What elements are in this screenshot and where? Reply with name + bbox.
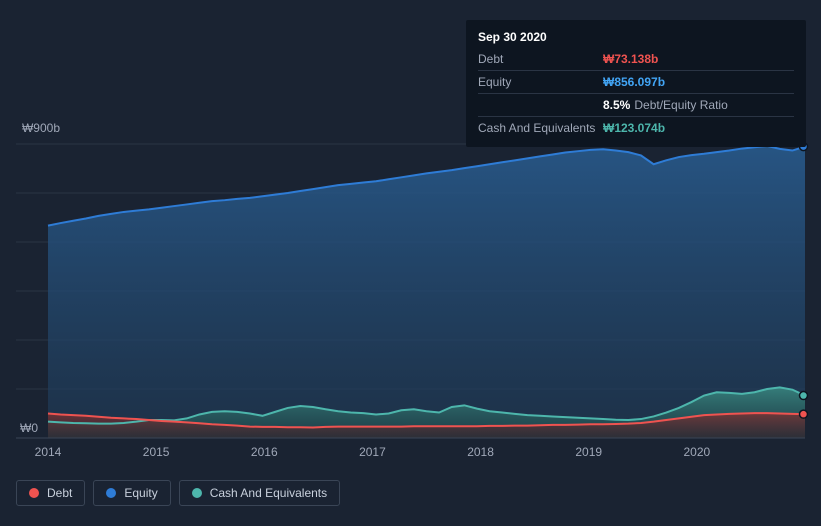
y-tick-min: ₩0 — [0, 421, 38, 435]
x-tick: 2016 — [251, 445, 278, 459]
tooltip-date: Sep 30 2020 — [478, 28, 794, 46]
area-equity — [48, 146, 805, 438]
tooltip-row: 8.5%Debt/Equity Ratio — [478, 93, 794, 116]
marker-cash — [799, 392, 807, 400]
legend-label: Debt — [47, 486, 72, 500]
legend-dot-icon — [29, 488, 39, 498]
tooltip-label: Debt — [478, 50, 603, 68]
x-tick: 2017 — [359, 445, 386, 459]
tooltip-value: 8.5%Debt/Equity Ratio — [603, 96, 728, 114]
x-tick: 2015 — [143, 445, 170, 459]
legend-label: Equity — [124, 486, 157, 500]
x-axis: 2014 2015 2016 2017 2018 2019 2020 — [0, 445, 821, 465]
tooltip-value: ₩856.097b — [603, 73, 665, 91]
tooltip-label: Equity — [478, 73, 603, 91]
legend-dot-icon — [106, 488, 116, 498]
tooltip-row: Equity₩856.097b — [478, 70, 794, 93]
y-tick-max: ₩900b — [0, 121, 60, 135]
tooltip-row: Cash And Equivalents₩123.074b — [478, 116, 794, 139]
x-tick: 2014 — [35, 445, 62, 459]
tooltip-row: Debt₩73.138b — [478, 48, 794, 70]
marker-debt — [799, 410, 807, 418]
tooltip-value: ₩73.138b — [603, 50, 658, 68]
x-tick: 2020 — [683, 445, 710, 459]
legend-item-equity[interactable]: Equity — [93, 480, 170, 506]
legend-dot-icon — [192, 488, 202, 498]
x-tick: 2019 — [575, 445, 602, 459]
chart-tooltip: Sep 30 2020 Debt₩73.138bEquity₩856.097b8… — [466, 20, 806, 147]
tooltip-value: ₩123.074b — [603, 119, 665, 137]
legend-item-cash-and-equivalents[interactable]: Cash And Equivalents — [179, 480, 340, 506]
tooltip-label — [478, 96, 603, 114]
legend-label: Cash And Equivalents — [210, 486, 327, 500]
legend: Debt Equity Cash And Equivalents — [16, 480, 340, 506]
tooltip-label: Cash And Equivalents — [478, 119, 603, 137]
legend-item-debt[interactable]: Debt — [16, 480, 85, 506]
x-tick: 2018 — [467, 445, 494, 459]
